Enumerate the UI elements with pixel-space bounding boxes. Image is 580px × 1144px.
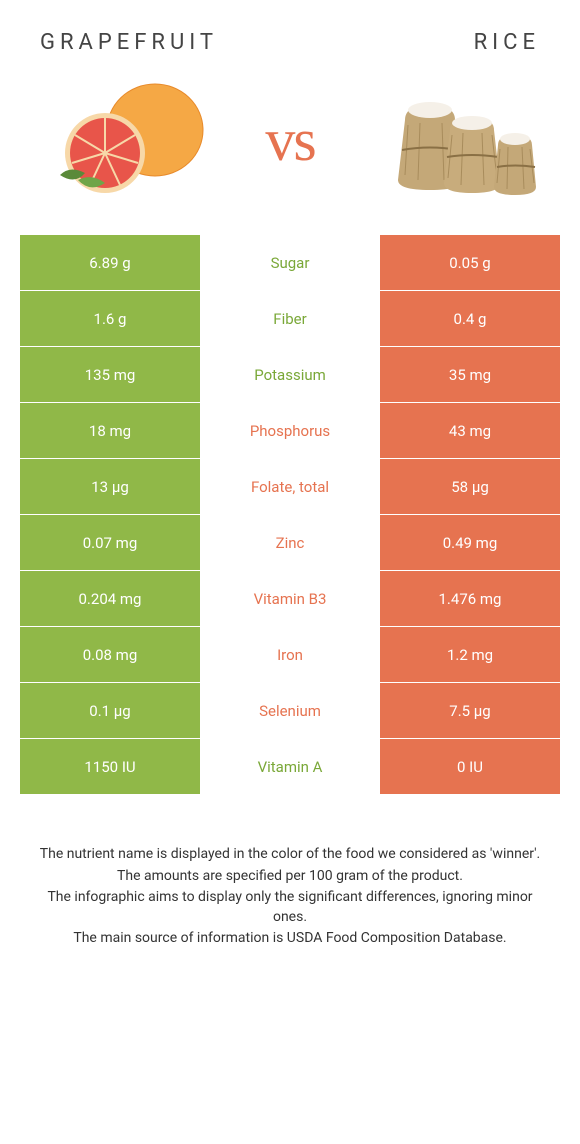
nutrient-label-cell: Iron bbox=[200, 627, 380, 682]
left-value-cell: 0.1 µg bbox=[20, 683, 200, 738]
nutrient-label-cell: Potassium bbox=[200, 347, 380, 402]
nutrient-label-cell: Phosphorus bbox=[200, 403, 380, 458]
right-value-cell: 7.5 µg bbox=[380, 683, 560, 738]
footer-line-2: The amounts are specified per 100 gram o… bbox=[30, 867, 550, 887]
left-value-cell: 13 µg bbox=[20, 459, 200, 514]
nutrient-label-cell: Sugar bbox=[200, 235, 380, 290]
vs-row: vs bbox=[0, 75, 580, 225]
right-value-cell: 0.4 g bbox=[380, 291, 560, 346]
right-value-cell: 1.476 mg bbox=[380, 571, 560, 626]
left-value-cell: 135 mg bbox=[20, 347, 200, 402]
rice-image bbox=[350, 75, 550, 205]
footer-line-3: The infographic aims to display only the… bbox=[30, 888, 550, 927]
nutrient-label-cell: Folate, total bbox=[200, 459, 380, 514]
right-value-cell: 0 IU bbox=[380, 739, 560, 794]
table-row: 1.6 gFiber0.4 g bbox=[20, 291, 560, 347]
right-value-cell: 1.2 mg bbox=[380, 627, 560, 682]
nutrient-label-cell: Selenium bbox=[200, 683, 380, 738]
grapefruit-image bbox=[30, 75, 230, 205]
table-row: 6.89 gSugar0.05 g bbox=[20, 235, 560, 291]
nutrient-label-cell: Zinc bbox=[200, 515, 380, 570]
footer-line-1: The nutrient name is displayed in the co… bbox=[30, 845, 550, 865]
infographic-container: GRAPEFRUIT RICE bbox=[0, 0, 580, 949]
left-value-cell: 1150 IU bbox=[20, 739, 200, 794]
table-row: 0.204 mgVitamin B31.476 mg bbox=[20, 571, 560, 627]
left-value-cell: 0.204 mg bbox=[20, 571, 200, 626]
footer-notes: The nutrient name is displayed in the co… bbox=[0, 795, 580, 949]
nutrient-table: 6.89 gSugar0.05 g1.6 gFiber0.4 g135 mgPo… bbox=[20, 235, 560, 795]
table-row: 0.08 mgIron1.2 mg bbox=[20, 627, 560, 683]
footer-line-4: The main source of information is USDA F… bbox=[30, 929, 550, 949]
left-value-cell: 0.08 mg bbox=[20, 627, 200, 682]
right-value-cell: 0.05 g bbox=[380, 235, 560, 290]
right-value-cell: 43 mg bbox=[380, 403, 560, 458]
table-row: 135 mgPotassium35 mg bbox=[20, 347, 560, 403]
right-value-cell: 0.49 mg bbox=[380, 515, 560, 570]
header-row: GRAPEFRUIT RICE bbox=[0, 0, 580, 75]
left-food-title: GRAPEFRUIT bbox=[40, 30, 218, 55]
nutrient-label-cell: Fiber bbox=[200, 291, 380, 346]
table-row: 13 µgFolate, total58 µg bbox=[20, 459, 560, 515]
left-value-cell: 6.89 g bbox=[20, 235, 200, 290]
table-row: 0.07 mgZinc0.49 mg bbox=[20, 515, 560, 571]
right-value-cell: 58 µg bbox=[380, 459, 560, 514]
right-food-title: RICE bbox=[474, 30, 540, 55]
right-value-cell: 35 mg bbox=[380, 347, 560, 402]
table-row: 1150 IUVitamin A0 IU bbox=[20, 739, 560, 795]
left-value-cell: 0.07 mg bbox=[20, 515, 200, 570]
nutrient-label-cell: Vitamin B3 bbox=[200, 571, 380, 626]
table-row: 0.1 µgSelenium7.5 µg bbox=[20, 683, 560, 739]
table-row: 18 mgPhosphorus43 mg bbox=[20, 403, 560, 459]
vs-label: vs bbox=[265, 106, 314, 175]
left-value-cell: 18 mg bbox=[20, 403, 200, 458]
nutrient-label-cell: Vitamin A bbox=[200, 739, 380, 794]
left-value-cell: 1.6 g bbox=[20, 291, 200, 346]
